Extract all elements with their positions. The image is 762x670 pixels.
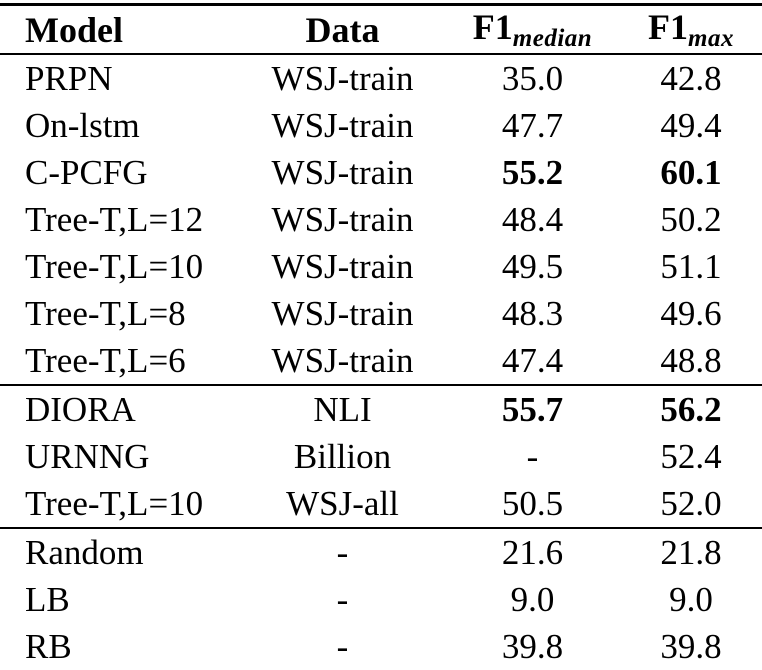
data-cell: -: [336, 579, 349, 619]
table-header: Model Data F1median F1max: [0, 4, 762, 55]
table-row: URNNG Billion - 52.4: [0, 433, 762, 480]
data-cell: -: [336, 532, 349, 572]
data-cell: WSJ-train: [271, 293, 414, 333]
model-cell: Tree-T,L=8: [25, 293, 186, 333]
f1-median-cell: 55.2: [501, 152, 564, 192]
f1-max-cell: 49.4: [660, 105, 722, 145]
data-cell: WSJ-train: [271, 152, 414, 192]
f1-median-cell: -: [526, 436, 539, 476]
f1-max-subscript: max: [688, 25, 734, 52]
f1-max-label: F1: [648, 7, 689, 47]
f1-median-cell: 49.5: [501, 246, 564, 286]
column-header-data: Data: [240, 4, 445, 55]
column-header-data-label: Data: [305, 9, 380, 50]
table-row: LB - 9.0 9.0: [0, 576, 762, 623]
model-cell: Tree-T,L=6: [25, 340, 186, 380]
column-header-f1-median: F1median: [445, 4, 620, 55]
results-table: Model Data F1median F1max PRPN WSJ-train…: [0, 3, 762, 670]
column-header-model: Model: [0, 4, 240, 55]
f1-median-cell: 50.5: [501, 483, 564, 523]
data-cell: WSJ-train: [271, 199, 414, 239]
model-cell: PRPN: [25, 58, 113, 98]
f1-max-cell: 56.2: [660, 389, 722, 429]
data-cell: WSJ-train: [271, 105, 414, 145]
table-section-wsj-train: PRPN WSJ-train 35.0 42.8 On-lstm WSJ-tra…: [0, 54, 762, 385]
f1-max-cell: 9.0: [669, 579, 713, 619]
table-row: On-lstm WSJ-train 47.7 49.4: [0, 102, 762, 149]
f1-median-cell: 9.0: [510, 579, 555, 619]
data-cell: WSJ-train: [271, 246, 414, 286]
column-header-f1-max: F1max: [620, 4, 762, 55]
f1-median-cell: 55.7: [501, 389, 564, 429]
f1-max-cell: 52.0: [660, 483, 722, 523]
f1-max-cell: 21.8: [660, 532, 722, 572]
data-cell: WSJ-train: [271, 58, 414, 98]
table-row: RB - 39.8 39.8: [0, 623, 762, 670]
f1-max-cell: 52.4: [660, 436, 722, 476]
model-cell: LB: [25, 579, 70, 619]
f1-median-cell: 48.4: [501, 199, 564, 239]
f1-max-cell: 50.2: [660, 199, 722, 239]
table-row: Tree-T,L=10 WSJ-all 50.5 52.0: [0, 480, 762, 528]
column-header-model-label: Model: [25, 9, 123, 50]
table-row: Random - 21.6 21.8: [0, 528, 762, 576]
f1-max-cell: 42.8: [660, 58, 722, 98]
table-section-baselines: Random - 21.6 21.8 LB - 9.0 9.0 RB - 39.…: [0, 528, 762, 670]
f1-max-cell: 49.6: [660, 293, 722, 333]
model-cell: RB: [25, 626, 72, 666]
model-cell: Tree-T,L=12: [25, 199, 204, 239]
table-row: Tree-T,L=8 WSJ-train 48.3 49.6: [0, 290, 762, 337]
f1-max-cell: 48.8: [660, 340, 722, 380]
table-row: PRPN WSJ-train 35.0 42.8: [0, 54, 762, 102]
header-row: Model Data F1median F1max: [0, 4, 762, 55]
table-row: Tree-T,L=12 WSJ-train 48.4 50.2: [0, 196, 762, 243]
table-row: Tree-T,L=10 WSJ-train 49.5 51.1: [0, 243, 762, 290]
f1-median-cell: 39.8: [501, 626, 564, 666]
model-cell: On-lstm: [25, 105, 140, 145]
f1-median-cell: 48.3: [501, 293, 564, 333]
table-row: C-PCFG WSJ-train 55.2 60.1: [0, 149, 762, 196]
f1-max-cell: 60.1: [660, 152, 722, 192]
data-cell: Billion: [293, 436, 392, 476]
model-cell: Tree-T,L=10: [25, 246, 204, 286]
f1-max-cell: 39.8: [660, 626, 722, 666]
data-cell: WSJ-all: [286, 483, 399, 523]
f1-median-subscript: median: [512, 25, 593, 52]
model-cell: Random: [25, 532, 144, 572]
data-cell: NLI: [313, 389, 372, 429]
model-cell: URNNG: [25, 436, 150, 476]
data-cell: -: [336, 626, 349, 666]
model-cell: Tree-T,L=10: [25, 483, 204, 523]
f1-max-cell: 51.1: [660, 246, 722, 286]
f1-median-label: F1: [472, 7, 513, 47]
table-row: Tree-T,L=6 WSJ-train 47.4 48.8: [0, 337, 762, 385]
data-cell: WSJ-train: [271, 340, 414, 380]
table-row: DIORA NLI 55.7 56.2: [0, 385, 762, 433]
table-section-other-data: DIORA NLI 55.7 56.2 URNNG Billion - 52.4…: [0, 385, 762, 528]
model-cell: DIORA: [25, 389, 136, 429]
f1-median-cell: 21.6: [501, 532, 564, 572]
f1-median-cell: 35.0: [501, 58, 564, 98]
model-cell: C-PCFG: [25, 152, 148, 192]
f1-median-cell: 47.7: [501, 105, 564, 145]
f1-median-cell: 47.4: [501, 340, 564, 380]
